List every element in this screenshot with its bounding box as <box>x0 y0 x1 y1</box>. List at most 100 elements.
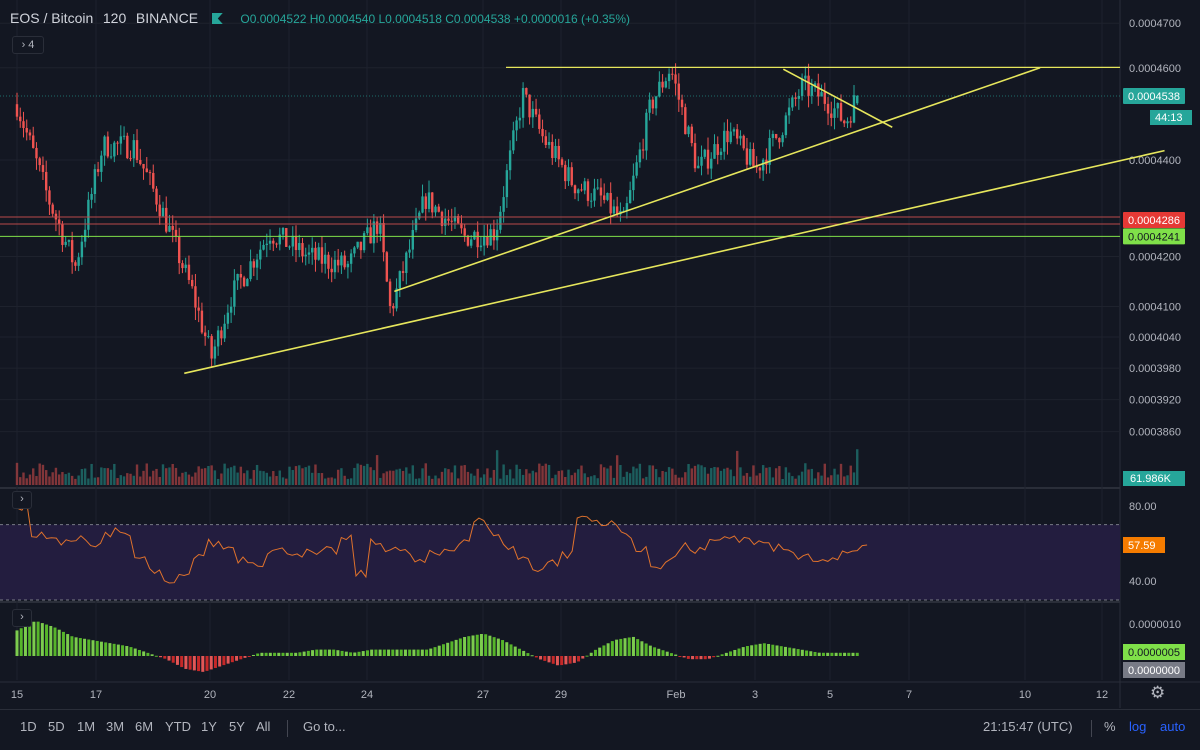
volume-bar <box>366 463 369 485</box>
symbol-name[interactable]: EOS / Bitcoin <box>10 10 94 26</box>
macd-bar <box>142 651 146 656</box>
interval-label[interactable]: 120 <box>102 10 127 26</box>
volume-bar <box>369 467 372 485</box>
rsi-pane-toggle-button[interactable]: › <box>12 491 32 509</box>
volume-bar <box>761 465 765 485</box>
macd-bar <box>273 652 277 656</box>
utc-clock[interactable]: 21:15:47 (UTC) <box>983 719 1073 734</box>
range-ytd-button[interactable]: YTD <box>165 719 191 734</box>
volume-bar <box>619 465 622 485</box>
macd-bar <box>378 649 382 656</box>
volume-bar <box>388 470 392 485</box>
candle-body <box>739 135 742 139</box>
candle-body <box>262 244 265 250</box>
volume-bar <box>278 470 281 485</box>
macd-bar <box>277 652 281 656</box>
candle-body <box>794 97 797 99</box>
time-tick-label[interactable]: 22 <box>283 689 295 701</box>
candle-body <box>249 261 252 280</box>
gear-icon[interactable]: ⚙ <box>1150 683 1166 702</box>
range-3m-button[interactable]: 3M <box>106 719 125 734</box>
log-toggle-button[interactable]: log <box>1129 719 1147 734</box>
range-1m-button[interactable]: 1M <box>77 719 96 734</box>
candle-body <box>398 271 402 289</box>
volume-bar <box>132 475 135 485</box>
time-tick-label[interactable]: 27 <box>477 689 489 701</box>
candle-body <box>573 185 577 194</box>
volume-bar <box>340 468 343 485</box>
candle-body <box>187 264 191 280</box>
candle-body <box>476 231 479 248</box>
time-tick-label[interactable]: 12 <box>1096 689 1108 701</box>
macd-bar <box>475 634 479 656</box>
volume-bar <box>742 475 745 485</box>
price-tick-label: 0.0004200 <box>1129 251 1181 263</box>
price-tick-label: 0.0003980 <box>1129 363 1181 375</box>
macd-bar <box>408 649 412 656</box>
percent-toggle-button[interactable]: % <box>1104 719 1116 734</box>
time-tick-label[interactable]: 17 <box>90 689 102 701</box>
candle-body <box>48 190 51 205</box>
candle-body <box>395 288 398 309</box>
candle-body <box>437 206 440 212</box>
toolbar-divider <box>287 720 288 737</box>
macd-bar <box>712 656 716 658</box>
candle-body <box>599 187 603 196</box>
candle-body <box>220 330 223 339</box>
time-tick-label[interactable]: 24 <box>361 689 373 701</box>
macd-bar <box>91 640 95 656</box>
volume-bar <box>602 467 606 485</box>
time-tick-label[interactable]: 15 <box>11 689 23 701</box>
macd-bar <box>74 637 78 656</box>
macd-bar <box>256 653 260 656</box>
candle-body <box>602 195 606 200</box>
volume-bar <box>190 476 194 485</box>
volume-bar <box>259 470 262 485</box>
candle-body <box>281 228 285 235</box>
flag-icon[interactable] <box>211 13 223 24</box>
auto-toggle-button[interactable]: auto <box>1160 719 1186 734</box>
range-5d-button[interactable]: 5D <box>48 719 65 734</box>
range-1y-button[interactable]: 1Y <box>201 719 217 734</box>
range-6m-button[interactable]: 6M <box>135 719 154 734</box>
volume-bar <box>544 463 547 485</box>
goto-button[interactable]: Go to... <box>303 719 346 734</box>
volume-bar <box>87 478 90 485</box>
volume-bar <box>622 476 625 485</box>
macd-bar <box>771 644 775 656</box>
time-tick-label[interactable]: 10 <box>1019 689 1031 701</box>
time-tick-label[interactable]: 3 <box>752 689 758 701</box>
macd-pane-toggle-button[interactable]: › <box>12 609 32 627</box>
macd-bar <box>644 643 648 656</box>
macd-bar <box>361 651 365 656</box>
range-all-button[interactable]: All <box>256 719 271 734</box>
time-tick-label[interactable]: 29 <box>555 689 567 701</box>
candle-body <box>236 273 239 281</box>
time-tick-label[interactable]: 5 <box>827 689 833 701</box>
macd-bar <box>429 648 433 656</box>
macd-bar <box>387 649 391 656</box>
candle-body <box>690 126 693 144</box>
range-5y-button[interactable]: 5Y <box>229 719 245 734</box>
volume-bar <box>116 478 119 485</box>
macd-zero-badge: 0.0000000 <box>1128 665 1180 677</box>
time-tick-label[interactable]: 20 <box>204 689 216 701</box>
macd-bar <box>370 649 374 656</box>
volume-bar <box>356 463 359 485</box>
macd-bar <box>737 648 741 656</box>
volume-bar <box>44 470 48 485</box>
candle-body <box>265 243 269 245</box>
time-tick-label[interactable]: 7 <box>906 689 912 701</box>
volume-bar <box>826 477 830 485</box>
indicator-toggle-button[interactable]: › 4 <box>12 36 44 54</box>
volume-bar <box>843 476 846 485</box>
candle-body <box>87 199 90 230</box>
macd-bar <box>412 649 416 656</box>
time-tick-label[interactable]: Feb <box>667 689 686 701</box>
range-1d-button[interactable]: 1D <box>20 719 37 734</box>
candle-body <box>323 254 327 264</box>
macd-bar <box>425 649 429 656</box>
candle-body <box>726 130 729 143</box>
